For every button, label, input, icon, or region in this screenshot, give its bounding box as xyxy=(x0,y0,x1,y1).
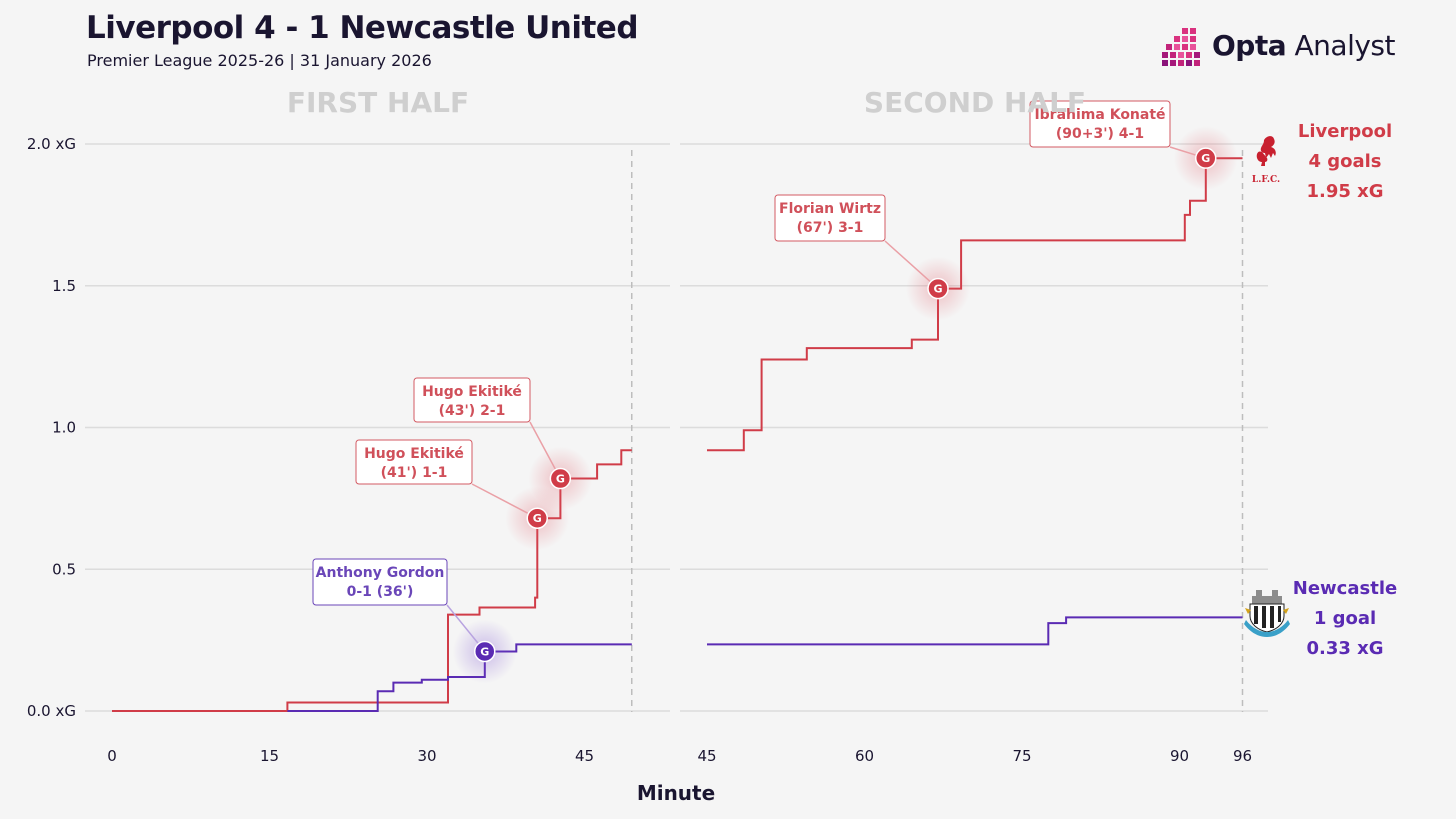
goal-annotation-box xyxy=(312,558,448,606)
goal-detail: (90+3') 4-1 xyxy=(1056,126,1144,142)
goal-marker-letter: G xyxy=(480,645,489,658)
annotation-connector xyxy=(471,483,538,519)
x-axis-label: Minute xyxy=(637,781,715,805)
x-tick-label: 60 xyxy=(855,747,874,765)
newcastle-xg-line-second-half xyxy=(707,616,1243,646)
goal-annotation-box xyxy=(774,194,886,242)
goal-scorer-name: Ibrahima Konaté xyxy=(1034,107,1165,123)
goal-scorer-name: Anthony Gordon xyxy=(316,565,445,581)
newcastle-crest-icon xyxy=(1244,590,1290,637)
goal-scorer-name: Florian Wirtz xyxy=(779,201,881,217)
liverpool-summary-line: Liverpool xyxy=(1298,121,1392,142)
x-tick-label: 90 xyxy=(1170,747,1189,765)
opta-analyst-wordmark: Opta Analyst xyxy=(1212,29,1395,62)
goal-annotation-box xyxy=(413,377,531,423)
goal-annotation-box xyxy=(355,439,473,485)
newcastle-summary-line: Newcastle xyxy=(1293,578,1397,599)
x-tick-label: 96 xyxy=(1233,747,1252,765)
goal-marker-letter: G xyxy=(933,283,942,296)
goal-detail: (67') 3-1 xyxy=(797,220,864,236)
goal-detail: (43') 2-1 xyxy=(439,403,506,419)
x-tick-label: 75 xyxy=(1012,747,1031,765)
chart-subtitle: Premier League 2025-26 | 31 January 2026 xyxy=(87,51,432,70)
goal-scorer-name: Hugo Ekitiké xyxy=(422,384,522,400)
goal-marker-letter: G xyxy=(556,473,565,486)
goal-marker-letter: G xyxy=(533,512,542,525)
x-tick-label: 30 xyxy=(417,747,436,765)
goal-detail: (41') 1-1 xyxy=(381,465,448,481)
newcastle-summary-line: 1 goal xyxy=(1314,608,1376,629)
opta-analyst-logo: Opta Analyst xyxy=(1162,24,1402,68)
y-tick-label: 2.0 xG xyxy=(27,135,76,153)
svg-text:L.F.C.: L.F.C. xyxy=(1252,175,1280,185)
newcastle-summary-line: 0.33 xG xyxy=(1306,638,1383,659)
chart-title: Liverpool 4 - 1 Newcastle United xyxy=(86,10,639,46)
liverpool-summary-line: 4 goals xyxy=(1308,151,1381,172)
goal-marker xyxy=(526,507,548,529)
x-tick-label: 0 xyxy=(107,747,117,765)
goal-scorer-name: Hugo Ekitiké xyxy=(364,446,464,462)
goal-detail: 0-1 (36') xyxy=(347,584,414,600)
x-tick-label: 15 xyxy=(260,747,279,765)
annotation-connector xyxy=(884,240,939,290)
liverpool-xg-line-first-half xyxy=(112,449,632,712)
goal-annotation-box xyxy=(1029,100,1171,148)
goal-marker xyxy=(549,467,572,490)
y-tick-label: 0.0 xG xyxy=(27,702,76,720)
second-half-title: SECOND HALF xyxy=(864,86,1086,119)
liverpool-summary-line: 1.95 xG xyxy=(1306,181,1383,202)
y-tick-label: 1.0 xyxy=(52,419,76,437)
x-tick-label: 45 xyxy=(697,747,716,765)
first-half-title: FIRST HALF xyxy=(287,86,469,119)
goal-marker-letter: G xyxy=(1201,152,1210,165)
x-tick-label: 45 xyxy=(575,747,594,765)
y-tick-label: 1.5 xyxy=(52,277,76,295)
liverpool-crest-icon: L.F.C. xyxy=(1252,136,1280,185)
opta-logo-icon xyxy=(1162,28,1200,66)
y-tick-label: 0.5 xyxy=(52,560,76,578)
goal-marker xyxy=(474,640,496,663)
goal-marker xyxy=(927,277,949,300)
goal-marker xyxy=(1195,147,1217,169)
